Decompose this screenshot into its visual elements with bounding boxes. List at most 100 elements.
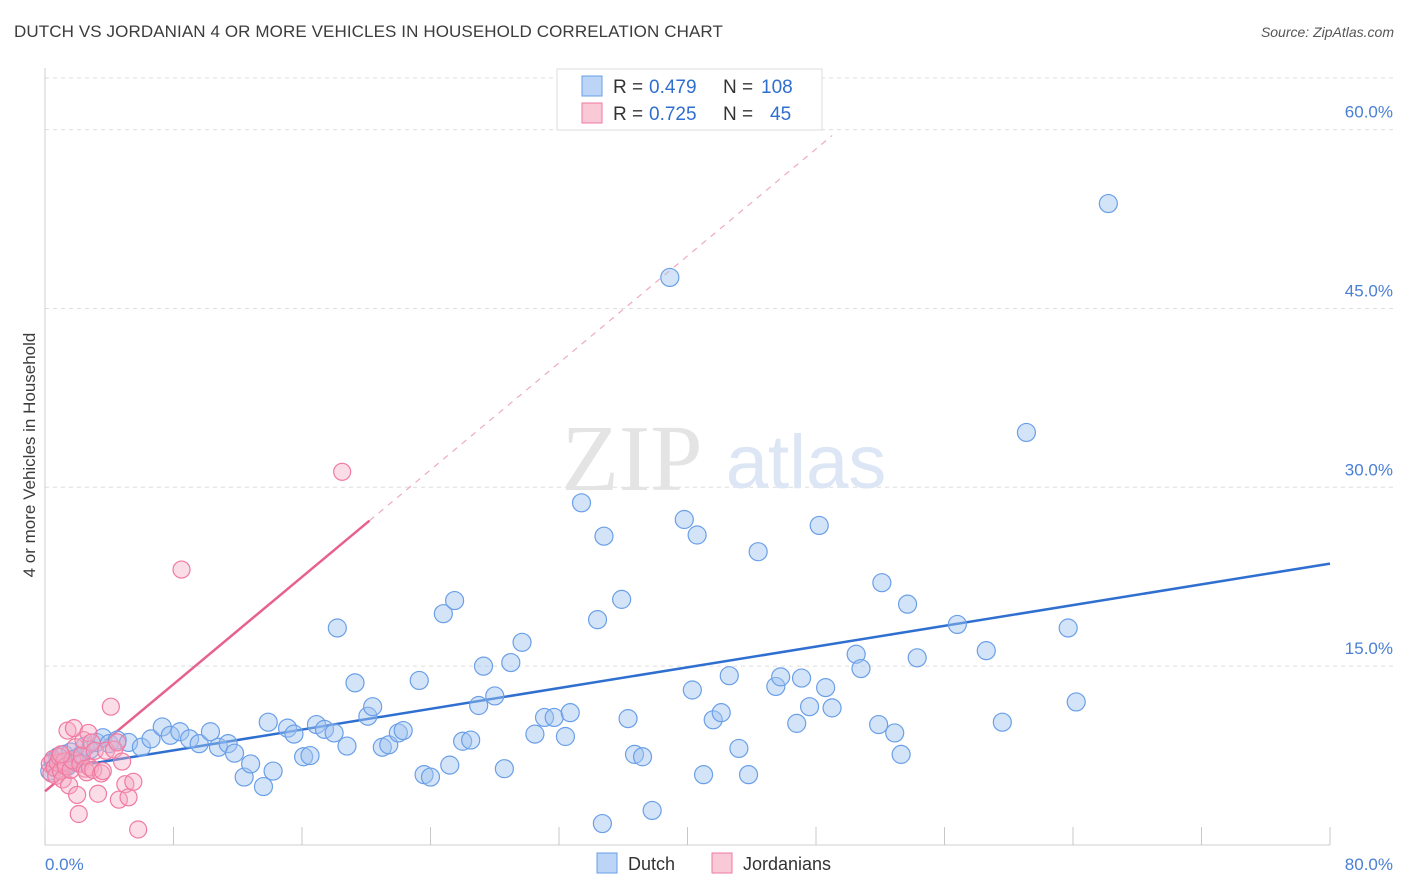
jordanian-point xyxy=(64,719,84,738)
jordanian-point xyxy=(68,785,87,805)
dutch-point xyxy=(872,573,892,593)
dutch-point xyxy=(891,744,911,764)
dutch-legend-swatch xyxy=(581,75,603,97)
dutch-point xyxy=(787,713,807,733)
dutch-point xyxy=(976,641,996,661)
dutch-point xyxy=(571,493,592,513)
dutch-point xyxy=(324,723,344,743)
dutch-point xyxy=(501,652,521,673)
dutch-point xyxy=(534,707,555,728)
jordanian-point xyxy=(124,772,143,791)
dutch-point xyxy=(618,709,638,729)
dutch-point xyxy=(851,658,871,679)
jordanian-point xyxy=(172,560,191,579)
dutch-point xyxy=(612,589,632,609)
jordanian-point xyxy=(129,820,148,839)
dutch-point xyxy=(816,678,836,698)
watermark: ZIP atlas xyxy=(562,407,887,511)
dutch-point xyxy=(682,680,702,700)
dutch-point xyxy=(440,755,460,775)
y-tick-label: 60.0% xyxy=(1345,103,1393,122)
dutch-point xyxy=(560,703,580,723)
dutch-point xyxy=(947,614,967,635)
jordanian-legend-marker xyxy=(711,852,733,874)
dutch-point xyxy=(224,743,245,763)
dutch-point xyxy=(748,542,768,562)
dutch-point xyxy=(253,776,274,797)
dutch-point xyxy=(799,697,820,717)
x-tick-min: 0.0% xyxy=(45,855,84,874)
dutch-point xyxy=(907,648,927,668)
dutch-point xyxy=(594,526,614,546)
jordanian-points xyxy=(40,462,352,839)
dutch-point xyxy=(284,724,304,744)
dutch-point xyxy=(822,698,842,718)
y-tick-label: 30.0% xyxy=(1345,460,1393,479)
dutch-n-value: 108 xyxy=(761,77,793,98)
dutch-point xyxy=(1066,692,1086,712)
dutch-point xyxy=(453,731,473,751)
jordanian-point xyxy=(93,761,112,781)
jordanian-point xyxy=(108,733,127,752)
jordanian-legend-label: Jordanians xyxy=(743,854,831,874)
dutch-point xyxy=(294,747,314,767)
chart-title: DUTCH VS JORDANIAN 4 OR MORE VEHICLES IN… xyxy=(14,22,723,41)
jordanian-trend-extension xyxy=(369,135,833,522)
dutch-point xyxy=(587,610,608,630)
dutch-point xyxy=(729,738,749,759)
dutch-point xyxy=(693,765,714,785)
dutch-point xyxy=(179,729,200,749)
dutch-point xyxy=(885,723,905,743)
jordanian-point xyxy=(88,784,108,803)
dutch-point xyxy=(469,695,489,716)
dutch-point xyxy=(200,722,221,742)
dutch-point xyxy=(624,744,645,764)
dutch-point xyxy=(771,667,791,687)
jordanian-point xyxy=(51,745,71,764)
dutch-point xyxy=(846,644,866,664)
dutch-point xyxy=(809,515,829,536)
dutch-point xyxy=(719,666,739,686)
dutch-point xyxy=(420,767,441,787)
jordanian-point xyxy=(333,462,352,481)
dutch-point xyxy=(555,726,576,747)
dutch-r-label: R = xyxy=(613,77,643,98)
dutch-point xyxy=(660,267,680,288)
jordanian-point xyxy=(119,788,138,807)
dutch-point xyxy=(461,730,481,750)
dutch-point xyxy=(1098,193,1118,214)
dutch-point xyxy=(300,745,320,766)
dutch-point xyxy=(433,604,453,624)
dutch-point xyxy=(170,722,190,742)
jordanian-point xyxy=(101,697,120,716)
dutch-point xyxy=(263,761,283,781)
dutch-point xyxy=(512,632,532,652)
dutch-point xyxy=(1016,422,1037,443)
dutch-legend-label: Dutch xyxy=(628,854,675,874)
dutch-point xyxy=(674,509,694,530)
dutch-point xyxy=(218,734,238,754)
dutch-point xyxy=(592,813,612,834)
y-tick-labels: 15.0% 30.0% 45.0% 60.0% xyxy=(1345,103,1393,659)
jordanian-n-label: N = xyxy=(723,104,753,125)
axes xyxy=(44,68,1331,846)
dutch-r-value: 0.479 xyxy=(649,77,697,98)
dutch-n-label: N = xyxy=(723,77,753,98)
dutch-point xyxy=(337,736,357,756)
jordanian-r-value: 0.725 xyxy=(649,104,697,125)
watermark-atlas: atlas xyxy=(726,420,887,505)
dutch-point xyxy=(409,670,429,691)
source-label: Source: ZipAtlas.com xyxy=(1260,24,1394,40)
watermark-zip: ZIP xyxy=(562,407,703,511)
jordanian-legend-swatch xyxy=(581,102,603,124)
dutch-point xyxy=(363,697,383,717)
dutch-point xyxy=(258,712,278,732)
dutch-point xyxy=(358,706,378,726)
y-tick-label: 45.0% xyxy=(1345,281,1393,300)
dutch-point xyxy=(131,737,151,757)
dutch-point xyxy=(393,720,413,741)
dutch-point xyxy=(141,729,161,749)
dutch-point xyxy=(687,525,707,545)
dutch-point xyxy=(189,734,209,754)
dutch-point xyxy=(444,590,465,611)
